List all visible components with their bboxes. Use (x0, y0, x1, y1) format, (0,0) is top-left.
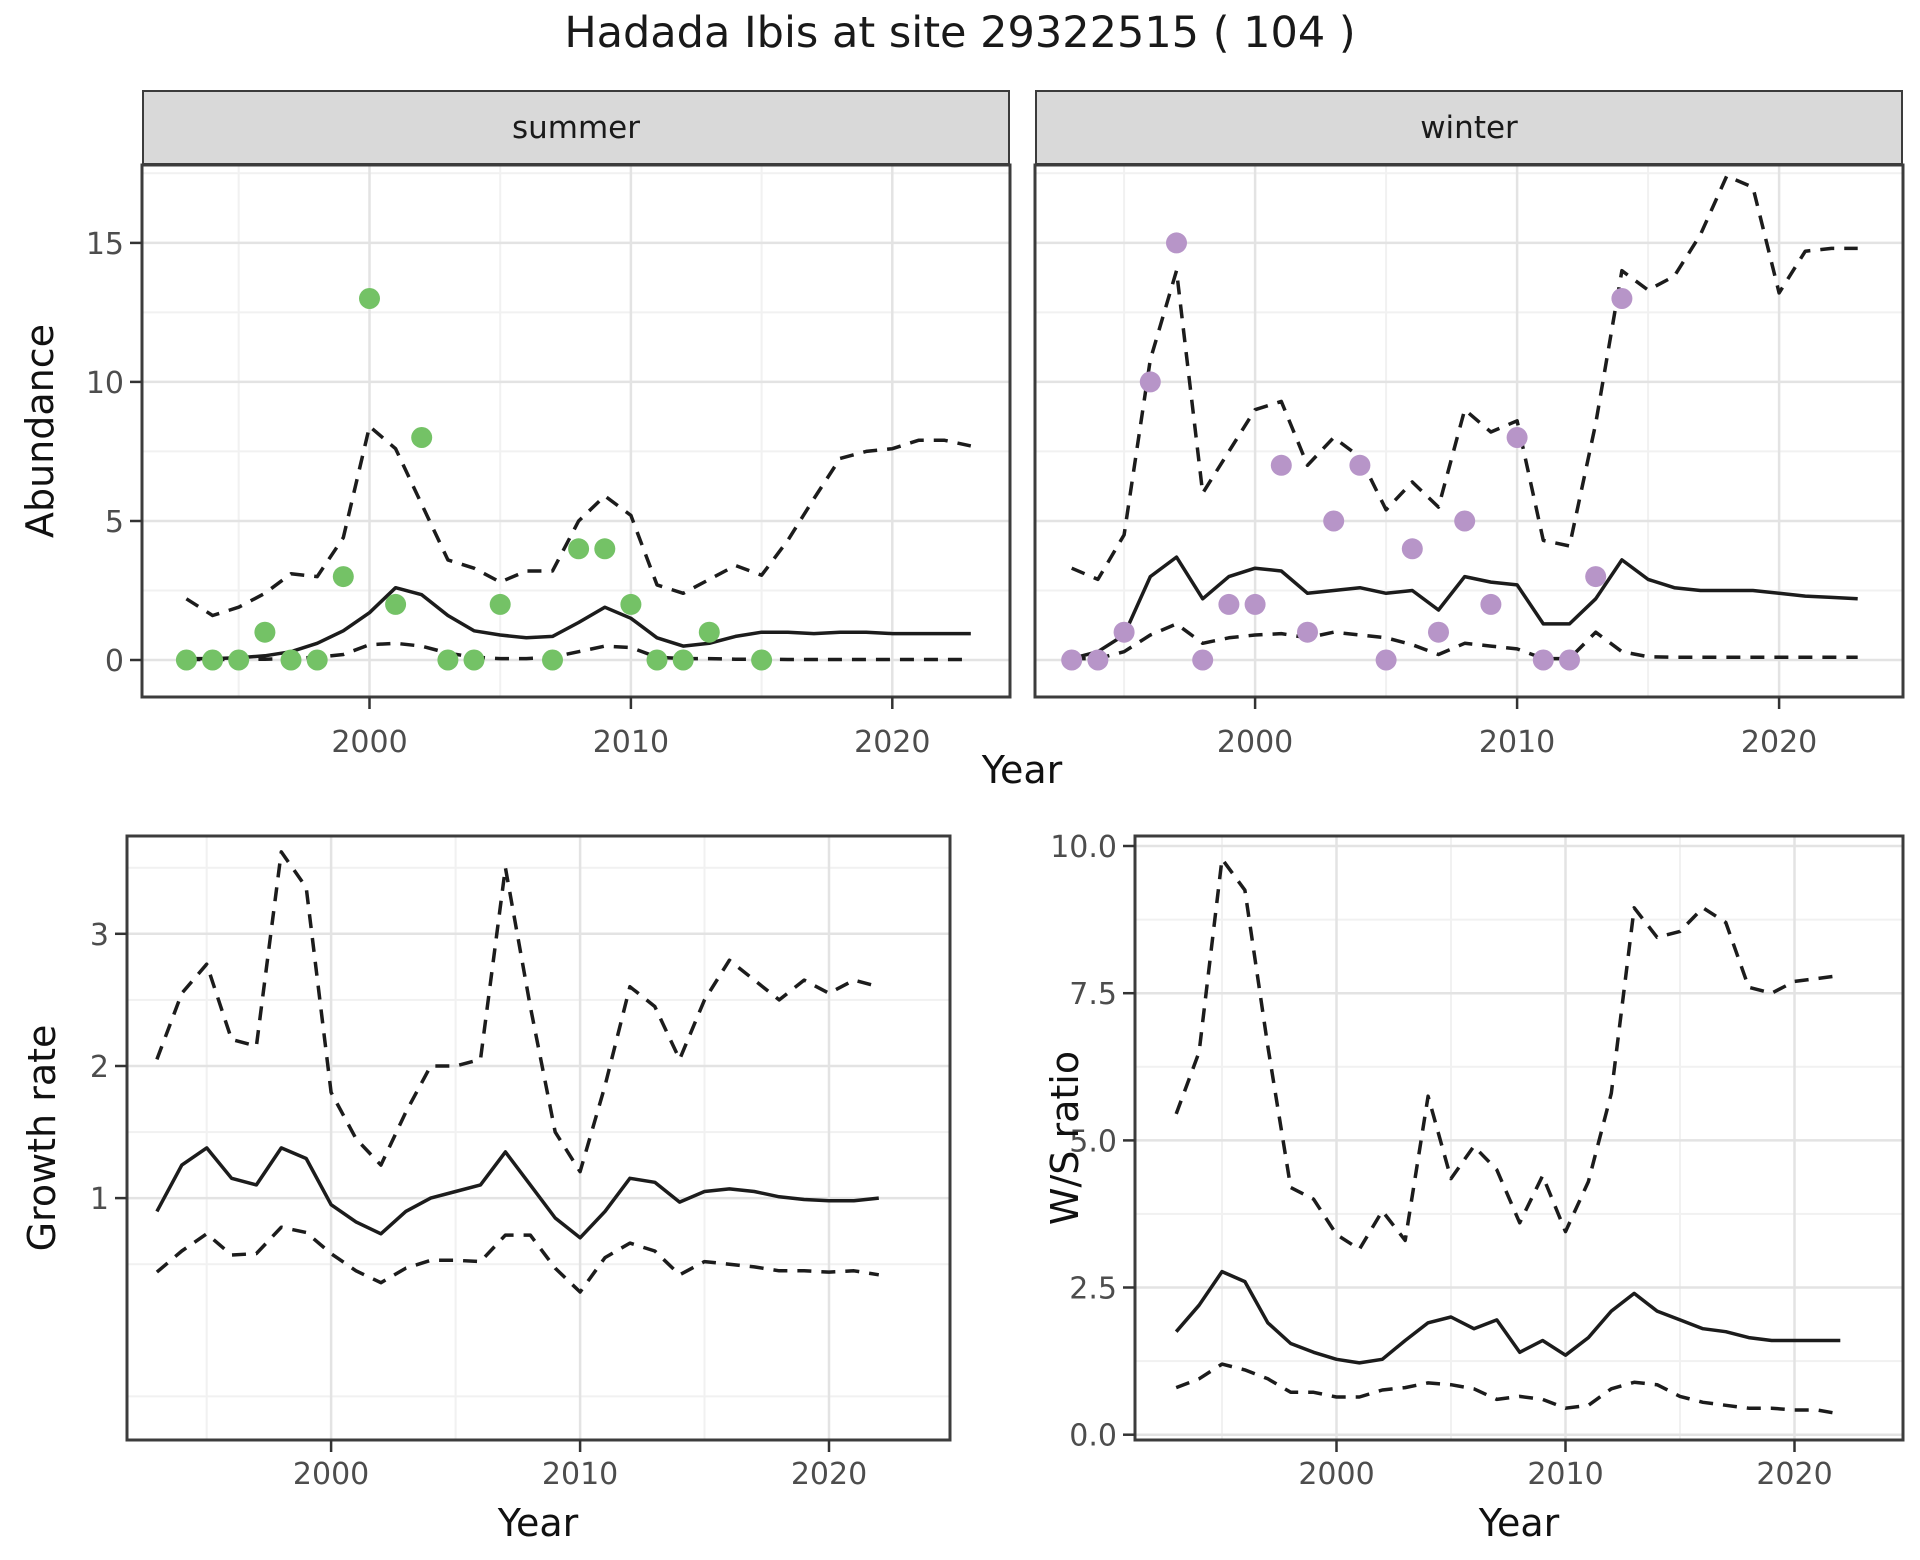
y-tick-label: 0 (105, 644, 124, 679)
data-point (1192, 649, 1214, 671)
x-tick-label: 2010 (1527, 1457, 1603, 1492)
y-tick-label: 15 (86, 227, 124, 262)
data-point (202, 649, 224, 671)
x-tick-label: 2010 (593, 725, 669, 760)
lower_ci-line (1175, 1362, 1841, 1416)
data-point (1375, 649, 1397, 671)
x-axis-title-year-growth: Year (497, 1501, 579, 1545)
upper_ci-line (155, 850, 880, 1174)
x-axis-title-year-top: Year (981, 748, 1063, 792)
data-point (1166, 232, 1187, 254)
data-point (411, 427, 433, 448)
data-point (463, 649, 485, 671)
panel-border (140, 163, 1012, 699)
data-point (1506, 427, 1528, 448)
data-point (1454, 510, 1476, 532)
data-point (1559, 649, 1580, 671)
data-point (254, 621, 276, 643)
data-point (1323, 510, 1345, 532)
x-tick-label: 2010 (542, 1457, 618, 1492)
estimate-line (155, 1146, 879, 1240)
y-tick-label: 5 (105, 505, 124, 540)
estimate-line (1174, 1269, 1841, 1365)
y-tick-label: 3 (90, 918, 109, 953)
data-point (1113, 621, 1135, 643)
data-point (1087, 649, 1109, 671)
panel-border (1133, 834, 1905, 1442)
y-axis-title-growth-rate: Growth rate (20, 1024, 64, 1252)
y-tick-label: 2 (90, 1050, 109, 1085)
data-point (1401, 538, 1423, 560)
data-point (1218, 593, 1240, 615)
panel-growth: 2000 2010 2020 1 2 3 (90, 834, 952, 1492)
data-point (620, 593, 642, 615)
lower_ci-line (155, 1225, 880, 1294)
estimate-line (1071, 555, 1858, 661)
data-point (646, 649, 668, 671)
y-tick-label: 1 (90, 1182, 109, 1217)
x-tick-label: 2020 (1741, 725, 1817, 760)
data-point (1585, 566, 1607, 588)
data-point (698, 621, 720, 643)
panel-winter: 2000 2010 2020 (1033, 163, 1905, 760)
upper_ci-line (1174, 857, 1841, 1252)
y-tick-label: 5.0 (1069, 1124, 1117, 1159)
y-tick-label: 10 (86, 366, 124, 401)
data-point (1244, 593, 1266, 615)
data-point (332, 566, 354, 588)
data-point (385, 593, 407, 615)
data-point (751, 649, 773, 671)
data-point (1270, 454, 1292, 476)
x-tick-label: 2010 (1479, 725, 1555, 760)
y-tick-label: 10.0 (1050, 830, 1117, 865)
data-point (1349, 454, 1371, 476)
data-point (359, 288, 380, 309)
x-tick-label: 2020 (854, 725, 930, 760)
panel-border (1033, 163, 1905, 699)
y-tick-label: 0.0 (1069, 1419, 1117, 1454)
x-tick-label: 2020 (791, 1457, 867, 1492)
data-point (489, 593, 511, 615)
upper_ci-line (185, 424, 972, 618)
data-point (1061, 649, 1083, 671)
data-point (1297, 621, 1318, 643)
data-point (1532, 649, 1554, 671)
panel-summer: 2000 2010 2020 0 5 10 15 (86, 163, 1012, 760)
data-point (672, 649, 694, 671)
facet-strip-winter-label: winter (1420, 109, 1518, 146)
facet-strip-winter: winter (1035, 90, 1903, 165)
page-title: Hadada Ibis at site 29322515 ( 104 ) (564, 8, 1356, 58)
data-point (280, 649, 302, 671)
panel-ws: 2000 2010 2020 0.0 2.5 5.0 7.5 10.0 (1050, 830, 1905, 1492)
y-axis-title-ws-ratio: W/S ratio (1043, 1050, 1087, 1226)
facet-strip-summer-label: summer (511, 109, 640, 146)
x-axis-title-year-ws: Year (1478, 1501, 1560, 1545)
data-point (306, 649, 328, 671)
data-point (1139, 371, 1161, 393)
data-point (175, 649, 197, 671)
x-tick-label: 2000 (1298, 1457, 1374, 1492)
y-tick-label: 7.5 (1069, 977, 1117, 1012)
data-point (1611, 288, 1633, 309)
x-tick-label: 2000 (293, 1457, 369, 1492)
data-point (594, 538, 616, 560)
data-point (1480, 593, 1502, 615)
panel-border (125, 834, 952, 1442)
x-tick-label: 2000 (331, 725, 407, 760)
facet-strip-summer: summer (142, 90, 1010, 165)
data-point (542, 649, 563, 671)
data-point (437, 649, 459, 671)
data-point (228, 649, 250, 671)
lower_ci-line (1071, 622, 1858, 661)
estimate-line (186, 585, 971, 661)
y-axis-title-abundance: Abundance (18, 323, 62, 539)
data-point (1428, 621, 1449, 643)
y-tick-label: 2.5 (1069, 1272, 1117, 1307)
x-tick-label: 2000 (1217, 725, 1293, 760)
x-tick-label: 2020 (1756, 1457, 1832, 1492)
data-point (568, 538, 590, 560)
